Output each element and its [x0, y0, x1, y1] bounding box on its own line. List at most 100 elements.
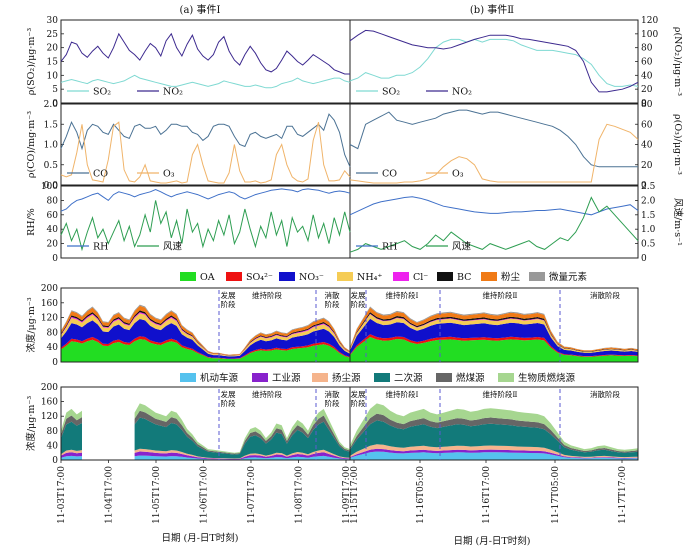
- legend-label-SO4: SO₄²⁻: [246, 272, 273, 283]
- stage-label: 维持阶段Ⅱ: [482, 290, 517, 300]
- area-NH4-eventI: [61, 313, 350, 357]
- series-RH-eventI: [60, 188, 351, 212]
- stage-label: 发展: [221, 389, 236, 399]
- stage-label: 发展: [351, 389, 366, 399]
- xtick-label: 11-17T17:00: [618, 466, 628, 524]
- ytick-label-left: 0: [52, 254, 58, 264]
- stage-label: 消散: [325, 389, 340, 399]
- ytick-label-left: 120: [41, 314, 58, 324]
- legend-swatch-vehicle: [180, 373, 196, 382]
- legend-swatch-dust: [481, 272, 497, 281]
- ytick-label-left: 60: [47, 211, 59, 221]
- ytick-label-left: 0: [52, 358, 58, 368]
- ytick-label-left: 20: [47, 44, 59, 54]
- xtick-label: 11-16T17:00: [482, 466, 492, 524]
- ytick-label-left: 200: [41, 284, 58, 294]
- xtick-label: 11-04T17:00: [105, 466, 115, 524]
- ytick-label-right: 1.0: [641, 225, 656, 235]
- ytick-label-left: 5: [52, 85, 58, 95]
- ytick-label-left: 120: [41, 412, 58, 422]
- legend-swatch-industry: [252, 373, 268, 382]
- legend-label-trace: 微量元素: [549, 271, 588, 283]
- legend-swatch-NO3: [279, 272, 295, 281]
- stage-label: 维持阶段Ⅰ: [386, 290, 419, 300]
- area-industry-eventI: [61, 452, 82, 458]
- stage-label: 消散: [325, 290, 340, 300]
- legend-label-CO: CO: [93, 169, 108, 180]
- stage-label: 阶段: [325, 299, 340, 309]
- xtick-label: 11-09T17:00: [342, 466, 352, 524]
- ytick-label-left: 200: [41, 383, 58, 393]
- stage-label: 消散阶段: [590, 290, 620, 300]
- ytick-label-left: 80: [47, 196, 59, 206]
- legend-label-dust: 粉尘: [501, 271, 521, 283]
- xtick-label: 11-08T17:00: [295, 466, 305, 524]
- ytick-label-left: 0: [52, 456, 58, 466]
- area-SO4-eventI: [61, 336, 350, 359]
- xtick-label: 11-16T05:00: [416, 466, 426, 524]
- stage-label: 阶段: [221, 299, 236, 309]
- ytick-label-right: 40: [641, 141, 653, 151]
- ytick-label-left: 0.5: [44, 161, 59, 171]
- stage-label: 阶段: [325, 398, 340, 408]
- area-NO3-eventI: [61, 319, 350, 359]
- legend-swatch-Cl: [393, 272, 409, 281]
- ytick-label-right: 20: [641, 85, 653, 95]
- ytick-label-right: 100: [641, 30, 658, 40]
- area-NH4-eventII: [350, 314, 638, 353]
- series-wind-eventI: [60, 200, 351, 252]
- legend-swatch-OA: [180, 272, 196, 281]
- legend-swatch-NH4: [337, 272, 353, 281]
- legend-sources: 机动车源 工业源 扬尘源 二次源 燃煤源 生物质燃烧源: [180, 372, 576, 384]
- frame-right-top: [349, 386, 639, 461]
- ytick-label-right: 2.5: [641, 182, 656, 192]
- xtick-label: 11-06T17:00: [200, 466, 210, 524]
- ytick-label-left: 160: [41, 398, 58, 408]
- xtick-label: 11-05T17:00: [152, 466, 162, 524]
- series-RH-eventII: [349, 196, 639, 216]
- legend-swatch-secondary: [374, 373, 390, 382]
- title-left: (a) 事件Ⅰ: [180, 3, 221, 16]
- area-biomass-eventI: [61, 408, 82, 435]
- area-SO4-eventII: [350, 334, 638, 357]
- legend-label-NO2: NO₂: [452, 87, 472, 98]
- ytick-label-left: 2.0: [44, 100, 59, 110]
- area-secondary-eventI: [61, 421, 82, 455]
- area-coal-eventII: [350, 413, 638, 453]
- legend-label-RH: RH: [382, 242, 397, 253]
- area-biomass-eventII: [350, 403, 638, 452]
- xlabel-left: 日期 (月-日T时刻): [162, 532, 239, 544]
- legend-label-NH4: NH₄⁺: [357, 272, 382, 283]
- legend-swatch-coal: [436, 373, 452, 382]
- legend-label-BC: BC: [457, 272, 471, 283]
- ytick-label-left: 20: [47, 240, 59, 250]
- ytick-label-left: 80: [47, 328, 59, 338]
- series-O3-eventII: [349, 123, 639, 184]
- frame-right-p3: [349, 185, 639, 259]
- area-trace-eventI: [61, 304, 350, 355]
- ylabel-right-p3: 风速/m·s⁻¹: [672, 198, 683, 246]
- stage-label: 维持阶段: [252, 389, 282, 399]
- panel-p3: 0 20 40 60 80 100 0 0.5 1.0 1.5 2.0 2.5 RH/% 风速/m·s⁻¹…: [26, 182, 683, 264]
- series-wind-eventII: [349, 196, 639, 253]
- panels: 0 5 10 15 20 25 30 0 20 40 60 80 100 120 ρ(SO₂)/μg·m⁻³…: [25, 16, 683, 466]
- area-secondary-eventII: [350, 420, 638, 458]
- stage-label: 阶段: [221, 398, 236, 408]
- ytick-label-left: 80: [47, 427, 59, 437]
- x-axis: 11-03T17:00 11-04T17:00 11-05T17:00 11-06T1…: [57, 460, 628, 524]
- ylabel-left-p3: RH/%: [26, 208, 37, 236]
- series-CO-eventI: [60, 113, 351, 167]
- ytick-label-right: 80: [641, 100, 653, 110]
- area-BC-eventI: [61, 310, 350, 356]
- ytick-label-left: 25: [47, 30, 59, 40]
- title-right: (b) 事件Ⅱ: [470, 3, 514, 16]
- ytick-label-right: 80: [641, 44, 653, 54]
- ytick-label-right: 0.5: [641, 240, 656, 250]
- ytick-label-right: 60: [641, 58, 653, 68]
- legend-label-OA: OA: [200, 272, 215, 283]
- ylabel-right-p2: ρ(O₃)/μg·m⁻³: [672, 114, 683, 175]
- ytick-label-left: 40: [47, 441, 59, 451]
- legend-swatch-BC: [437, 272, 453, 281]
- legend-label-wind: 风速: [163, 242, 183, 253]
